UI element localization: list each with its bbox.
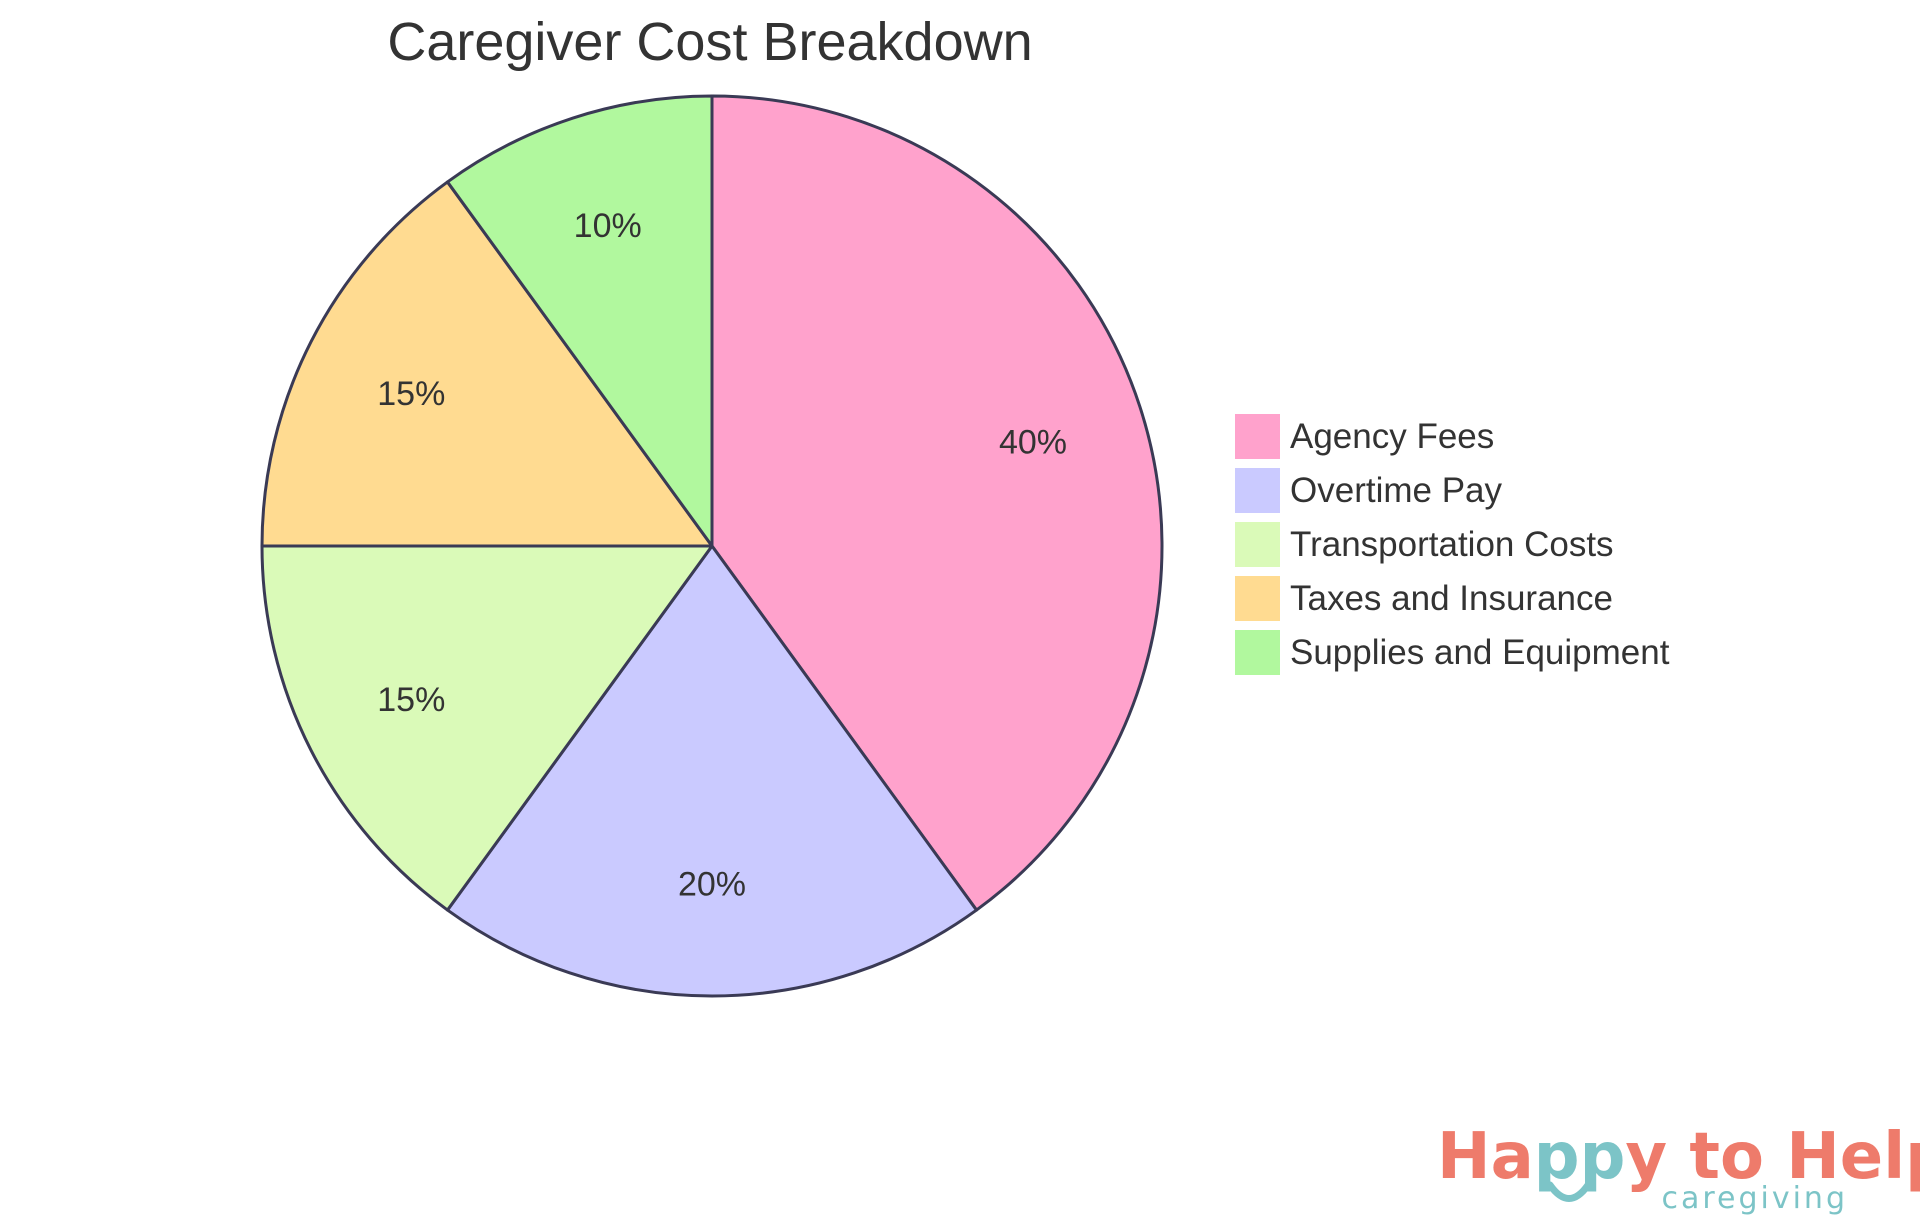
pie-slices (260, 94, 1164, 998)
logo-text-part1: Ha (1437, 1120, 1534, 1194)
chart-title: Caregiver Cost Breakdown (387, 12, 1032, 72)
smile-icon (1546, 1181, 1592, 1202)
pie-slice-4 (445, 94, 714, 548)
pie-slice-3 (260, 180, 714, 548)
legend-label-3: Taxes and Insurance (1290, 579, 1613, 618)
pie-slice-2 (260, 544, 714, 912)
legend: Agency Fees Overtime Pay Transportation Co… (1235, 414, 1670, 675)
slice-label-0: 40% (999, 424, 1067, 462)
legend-swatch-1 (1235, 468, 1280, 513)
slice-label-2: 15% (377, 681, 445, 719)
logo-subtitle: caregiving (1661, 1181, 1848, 1215)
logo-text-part3: y to Help (1625, 1120, 1920, 1194)
legend-label-0: Agency Fees (1290, 417, 1494, 456)
slice-label-3: 15% (377, 375, 445, 413)
pie-slice-labels: 40% 20% 15% 15% 10% (377, 207, 1067, 903)
slice-label-1: 20% (678, 866, 746, 904)
brand-logo: Happy to Help caregiving (1437, 1120, 1920, 1215)
legend-swatch-3 (1235, 576, 1280, 621)
legend-swatch-0 (1235, 414, 1280, 459)
legend-label-1: Overtime Pay (1290, 471, 1502, 510)
legend-swatch-2 (1235, 522, 1280, 567)
legend-swatch-4 (1235, 630, 1280, 675)
pie-slice-0 (710, 94, 1164, 912)
legend-label-2: Transportation Costs (1290, 525, 1614, 564)
pie-slice-1 (445, 544, 979, 998)
legend-label-4: Supplies and Equipment (1290, 633, 1670, 672)
slice-label-4: 10% (574, 207, 642, 245)
